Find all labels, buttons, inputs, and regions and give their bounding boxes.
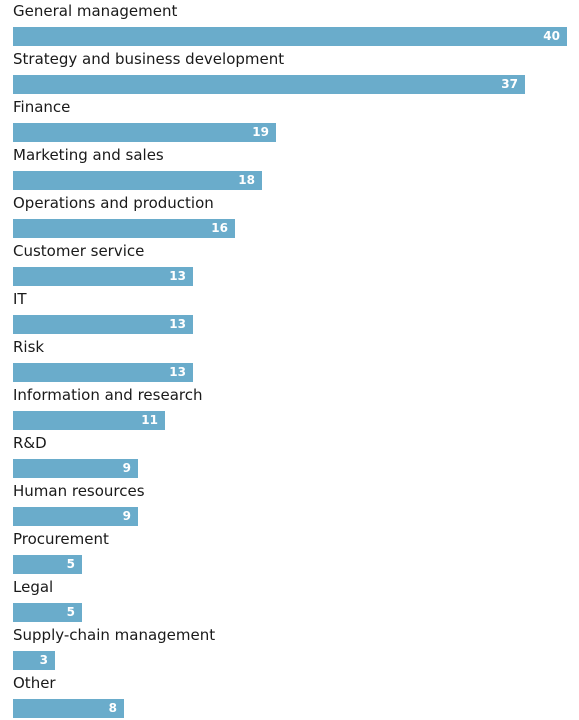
bar: 40 [13,27,567,46]
category-label: IT [13,290,27,308]
bar: 5 [13,603,82,622]
bar-value-label: 13 [169,365,186,379]
bar-row: R&D 9 [13,432,573,480]
category-label: Information and research [13,386,203,404]
bar-value-label: 19 [252,125,269,139]
category-label: Risk [13,338,45,356]
bar-value-label: 18 [238,173,255,187]
category-label: Operations and production [13,194,214,212]
category-label: Legal [13,578,54,596]
bar: 18 [13,171,262,190]
bar-row: Risk 13 [13,336,573,384]
bar-row: Supply-chain management 3 [13,624,573,672]
bar-value-label: 5 [66,605,75,619]
bar: 11 [13,411,165,430]
category-label: Marketing and sales [13,146,164,164]
bar: 13 [13,267,193,286]
bar-row: General management 40 [13,0,573,48]
bar-value-label: 13 [169,317,186,331]
bar: 9 [13,507,138,526]
category-label: Supply-chain management [13,626,216,644]
category-label: Human resources [13,482,145,500]
bar-row: Strategy and business development 37 [13,48,573,96]
bar: 37 [13,75,525,94]
bar-value-label: 11 [141,413,158,427]
bar-row: Legal 5 [13,576,573,624]
bar-value-label: 5 [66,557,75,571]
bar: 5 [13,555,82,574]
bar: 13 [13,315,193,334]
bar: 9 [13,459,138,478]
bar-value-label: 16 [211,221,228,235]
bar-row: Marketing and sales 18 [13,144,573,192]
category-label: Customer service [13,242,145,260]
category-label: R&D [13,434,47,452]
category-label: Finance [13,98,71,116]
bar: 3 [13,651,55,670]
category-label: General management [13,2,178,20]
bar-value-label: 9 [122,509,131,523]
bar-row: Customer service 13 [13,240,573,288]
bar-value-label: 9 [122,461,131,475]
bar: 16 [13,219,235,238]
bar: 19 [13,123,276,142]
bar-value-label: 40 [543,29,560,43]
bar-value-label: 3 [39,653,48,667]
bar-value-label: 8 [108,701,117,715]
bar: 13 [13,363,193,382]
bar-row: Operations and production 16 [13,192,573,240]
bar: 8 [13,699,124,718]
bar-row: IT 13 [13,288,573,336]
bar-value-label: 13 [169,269,186,283]
bar-row: Human resources 9 [13,480,573,528]
bar-value-label: 37 [501,77,518,91]
category-label: Other [13,674,56,692]
category-label: Procurement [13,530,109,548]
bar-row: Information and research 11 [13,384,573,432]
bar-row: Finance 19 [13,96,573,144]
bar-row: Procurement 5 [13,528,573,576]
bar-row: Other 8 [13,672,573,720]
category-label: Strategy and business development [13,50,285,68]
